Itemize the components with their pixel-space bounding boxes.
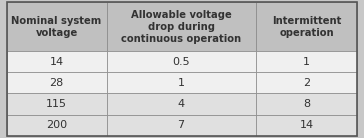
Bar xyxy=(256,2,357,51)
Bar xyxy=(107,115,256,136)
Bar xyxy=(7,115,107,136)
Bar xyxy=(107,72,256,94)
Text: 28: 28 xyxy=(50,78,64,88)
Bar xyxy=(7,51,107,72)
Text: 2: 2 xyxy=(303,78,310,88)
Text: 4: 4 xyxy=(178,99,185,109)
Text: 1: 1 xyxy=(303,57,310,67)
Text: 14: 14 xyxy=(300,120,314,130)
Bar xyxy=(7,94,107,115)
Text: Intermittent
operation: Intermittent operation xyxy=(272,16,341,38)
Text: 8: 8 xyxy=(303,99,310,109)
Bar xyxy=(256,72,357,94)
Bar xyxy=(7,2,107,51)
Bar xyxy=(107,2,256,51)
Text: 1: 1 xyxy=(178,78,185,88)
Bar xyxy=(256,51,357,72)
Bar xyxy=(256,94,357,115)
Text: 0.5: 0.5 xyxy=(172,57,190,67)
Bar xyxy=(7,72,107,94)
Bar xyxy=(107,51,256,72)
Bar xyxy=(107,94,256,115)
Text: 14: 14 xyxy=(50,57,64,67)
Text: 115: 115 xyxy=(46,99,67,109)
Bar xyxy=(256,115,357,136)
Text: Nominal system
voltage: Nominal system voltage xyxy=(11,16,102,38)
Text: 200: 200 xyxy=(46,120,67,130)
Text: 7: 7 xyxy=(178,120,185,130)
Text: Allowable voltage
drop during
continuous operation: Allowable voltage drop during continuous… xyxy=(121,10,241,44)
